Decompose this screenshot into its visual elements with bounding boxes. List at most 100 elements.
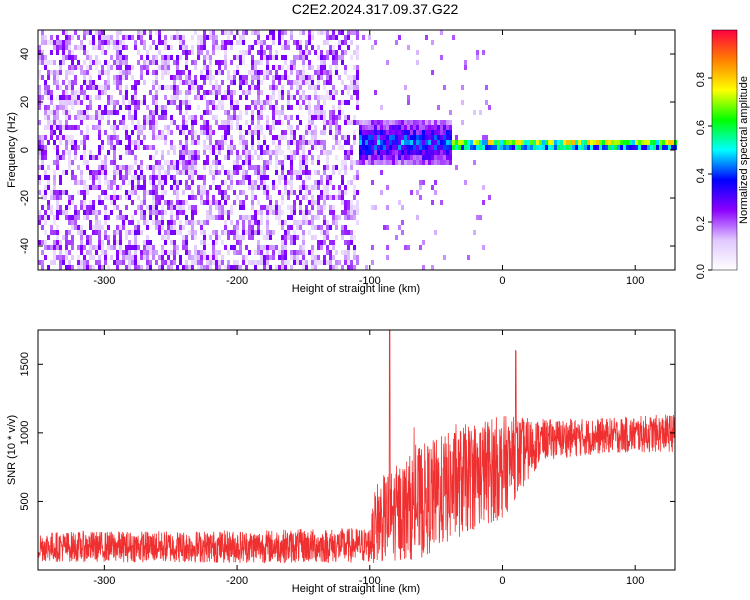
spectrogram-cell (404, 145, 407, 150)
spectrogram-cell (59, 205, 62, 210)
spectrogram-cell (143, 115, 146, 120)
spectrogram-cell (374, 150, 377, 155)
spectrogram-cell (350, 95, 353, 100)
spectrogram-cell (50, 130, 53, 135)
spectrogram-ylabel: Frequency (Hz) (6, 112, 18, 188)
spectrogram-cell (281, 150, 284, 155)
spectrogram-cell (224, 95, 227, 100)
spectrogram-cell (212, 230, 215, 235)
spectrogram-cell (239, 265, 242, 270)
spectrogram-cell (284, 30, 287, 35)
spectrogram-cell (467, 145, 470, 150)
spectrogram-cell (131, 220, 134, 225)
spectrogram-cell (449, 140, 452, 145)
spectrogram-cell (302, 230, 305, 235)
spectrogram-cell (317, 200, 320, 205)
spectrogram-cell (173, 80, 176, 85)
spectrogram-cell (128, 260, 131, 265)
spectrogram-cell (230, 170, 233, 175)
spectrogram-cell (371, 45, 374, 50)
spectrogram-cell (323, 220, 326, 225)
spectrogram-cell (287, 260, 290, 265)
spectrogram-cell (626, 145, 629, 150)
spectrogram-cell (278, 110, 281, 115)
spectrogram-cell (251, 195, 254, 200)
spectrogram-cell (311, 205, 314, 210)
spectrogram-cell (185, 150, 188, 155)
spectrogram-cell (323, 100, 326, 105)
spectrogram-cell (326, 35, 329, 40)
spectrogram-cell (59, 245, 62, 250)
spectrogram-cell (182, 120, 185, 125)
spectrogram-cell (266, 215, 269, 220)
spectrogram-cell (281, 55, 284, 60)
spectrogram-cell (293, 60, 296, 65)
spectrogram-cell (251, 55, 254, 60)
spectrogram-cell (272, 205, 275, 210)
spectrogram-cell (185, 235, 188, 240)
spectrogram-cell (308, 220, 311, 225)
spectrogram-cell (260, 260, 263, 265)
spectrogram-cell (395, 235, 398, 240)
spectrogram-cell (476, 215, 479, 220)
spectrogram-cell (572, 140, 575, 145)
spectrogram-cell (188, 160, 191, 165)
spectrogram-cell (197, 35, 200, 40)
spectrogram-cell (254, 85, 257, 90)
spectrogram-cell (179, 255, 182, 260)
spectrogram-cell (110, 110, 113, 115)
spectrogram-cell (161, 210, 164, 215)
spectrogram-cell (200, 95, 203, 100)
spectrogram-cell (62, 30, 65, 35)
spectrogram-cell (71, 105, 74, 110)
spectrogram-cell (347, 230, 350, 235)
spectrogram-cell (296, 100, 299, 105)
spectrogram-cell (275, 105, 278, 110)
spectrogram-cell (119, 90, 122, 95)
spectrogram-cell (323, 115, 326, 120)
spectrogram-cell (371, 130, 374, 135)
spectrogram-cell (146, 55, 149, 60)
spectrogram-cell (173, 145, 176, 150)
spectrogram-cell (182, 170, 185, 175)
spectrogram-cell (110, 245, 113, 250)
spectrogram-cell (167, 165, 170, 170)
spectrogram-cell (278, 30, 281, 35)
spectrogram-cell (251, 135, 254, 140)
spectrogram-cell (176, 230, 179, 235)
spectrogram-cell (59, 45, 62, 50)
spectrogram-cell (221, 140, 224, 145)
spectrogram-cell (335, 130, 338, 135)
spectrogram-cell (233, 165, 236, 170)
spectrogram-cell (362, 135, 365, 140)
spectrogram-cell (113, 75, 116, 80)
spectrogram-cell (281, 225, 284, 230)
spectrogram-cell (305, 105, 308, 110)
spectrogram-cell (323, 190, 326, 195)
spectrogram-cell (101, 225, 104, 230)
spectrogram-cell (272, 30, 275, 35)
spectrogram-cell (335, 55, 338, 60)
spectrogram-cell (92, 265, 95, 270)
spectrogram-cell (65, 135, 68, 140)
spectrogram-cell (38, 75, 41, 80)
spectrogram-cell (518, 145, 521, 150)
spectrogram-cell (176, 95, 179, 100)
spectrogram-cell (140, 170, 143, 175)
spectrogram-cell (332, 85, 335, 90)
spectrogram-cell (125, 215, 128, 220)
spectrogram-cell (293, 80, 296, 85)
spectrogram-cell (128, 70, 131, 75)
spectrogram-cell (203, 80, 206, 85)
spectrogram-cell (377, 160, 380, 165)
spectrogram-cell (161, 115, 164, 120)
spectrogram-cell (581, 140, 584, 145)
spectrogram-cell (50, 70, 53, 75)
spectrogram-cell (74, 205, 77, 210)
spectrogram-cell (53, 185, 56, 190)
spectrogram-cell (287, 95, 290, 100)
spectrogram-cell (440, 145, 443, 150)
spectrogram-cell (290, 255, 293, 260)
spectrogram-cell (125, 70, 128, 75)
spectrogram-cell (314, 130, 317, 135)
